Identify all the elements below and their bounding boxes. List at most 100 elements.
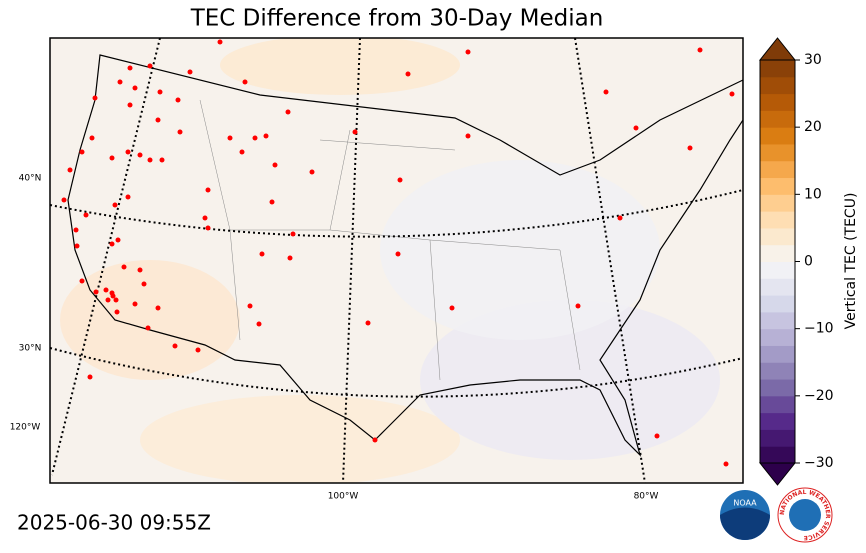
station [397, 177, 403, 183]
station [117, 79, 123, 85]
stations [61, 39, 735, 467]
station [145, 325, 151, 331]
lon-label: 80°W [634, 492, 659, 502]
colorbar-band [760, 345, 795, 363]
station [87, 374, 93, 380]
colorbar-band [760, 194, 795, 212]
station [132, 301, 138, 307]
station [127, 65, 133, 71]
colorbar-band [760, 362, 795, 380]
station [187, 69, 193, 75]
station [227, 135, 233, 141]
coastline [67, 54, 743, 458]
colorbar-band [760, 295, 795, 313]
graticule [50, 38, 743, 483]
colorbar-band [760, 211, 795, 229]
station [110, 293, 116, 299]
colorbar-band [760, 110, 795, 128]
colorbar-tick-label: 20 [804, 119, 822, 135]
station [125, 149, 131, 155]
colorbar-tick-label: −10 [804, 321, 834, 337]
colorbar: 30 20 10 0 −10 −20 −30 [758, 37, 834, 486]
station [285, 109, 291, 115]
station [74, 243, 80, 249]
colorbar-band [760, 429, 795, 447]
colorbar-tick-label: −20 [804, 388, 834, 404]
colorbar-band [760, 76, 795, 95]
station [195, 347, 201, 353]
colorbar-band [760, 177, 795, 195]
station [465, 49, 471, 55]
colorbar-band [760, 60, 795, 78]
station [217, 39, 223, 45]
station [697, 47, 703, 53]
station [247, 303, 253, 309]
colorbar-band [760, 311, 795, 330]
station [603, 89, 609, 95]
station [115, 237, 121, 243]
station [242, 79, 248, 85]
station [79, 278, 85, 284]
station [132, 85, 138, 91]
logo-wave [720, 507, 770, 540]
station [259, 251, 265, 257]
station [79, 149, 85, 155]
station [575, 303, 581, 309]
colorbar-band [760, 93, 795, 111]
colorbar-band [760, 328, 795, 346]
station [449, 305, 455, 311]
station [89, 135, 95, 141]
colorbar-extend [758, 462, 797, 486]
station [147, 157, 153, 163]
station [723, 461, 729, 467]
colorbar-band [760, 127, 795, 145]
station [112, 202, 118, 208]
colorbar-band [760, 412, 795, 430]
station [395, 251, 401, 257]
colorbar-band [760, 395, 795, 414]
colorbar-band [760, 261, 795, 279]
logo-circle [789, 499, 821, 531]
shade [60, 260, 240, 380]
station [175, 97, 181, 103]
shade [380, 160, 660, 340]
colorbar-tick-label: 10 [804, 186, 822, 202]
colorbar-band [760, 446, 795, 464]
timestamp: 2025-06-30 09:55Z [17, 511, 211, 535]
station [155, 305, 161, 311]
station [465, 133, 471, 139]
station [729, 91, 735, 97]
station [172, 343, 178, 349]
lat-label: 30°N [19, 344, 42, 354]
station [239, 149, 245, 155]
station [125, 194, 131, 200]
colorbar-label: Vertical TEC (TECU) [843, 193, 859, 330]
station [205, 187, 211, 193]
station [67, 167, 73, 173]
colorbar-band [760, 278, 795, 296]
logo-text: NOAA [733, 499, 757, 508]
station [137, 267, 143, 273]
station [287, 255, 293, 261]
station [155, 117, 161, 123]
nws-logo: NATIONAL WEATHER SERVICE [777, 487, 833, 543]
station [405, 71, 411, 77]
station [272, 162, 278, 168]
lat-label: 40°N [19, 174, 42, 184]
station [372, 437, 378, 443]
station [127, 102, 133, 108]
lon-label: 100°W [328, 492, 359, 502]
station [263, 133, 269, 139]
station [141, 281, 147, 287]
station [137, 152, 143, 158]
station [633, 125, 639, 131]
colorbar-band [760, 143, 795, 162]
station [105, 297, 111, 303]
station [365, 320, 371, 326]
station [61, 197, 67, 203]
station [93, 289, 99, 295]
station [177, 129, 183, 135]
station [252, 135, 258, 141]
station [147, 63, 153, 69]
